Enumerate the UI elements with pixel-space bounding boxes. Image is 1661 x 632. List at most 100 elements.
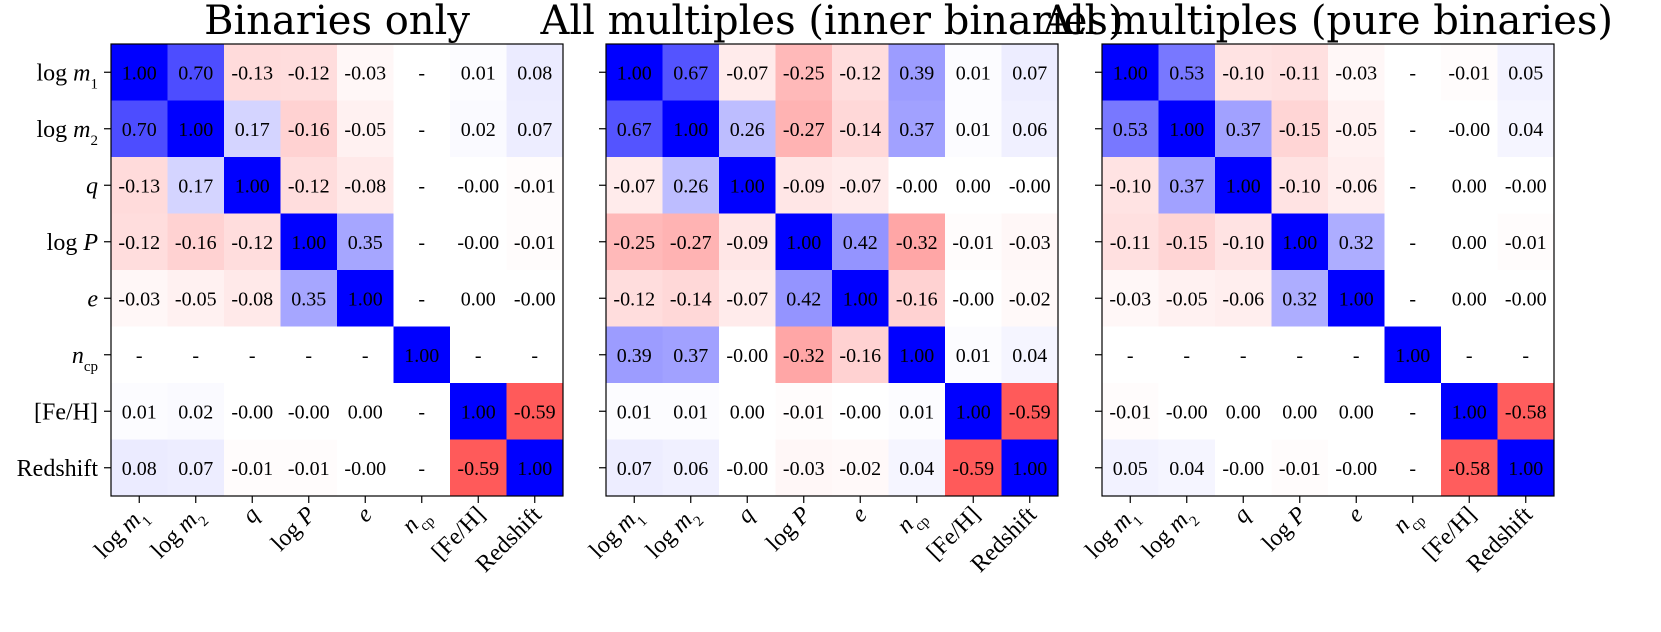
cell-value-label: 1.00 (1508, 458, 1543, 480)
heatmap-cell (224, 100, 281, 158)
cell-value-label: -0.03 (118, 288, 160, 310)
heatmap-cell (945, 439, 1002, 497)
heatmap-cell (719, 213, 776, 271)
cell-value-label: - (249, 345, 256, 367)
heatmap-cell (1215, 270, 1272, 327)
cell-value-label: 0.01 (956, 345, 991, 367)
heatmap-cell (337, 383, 394, 440)
cell-value-label: 0.01 (673, 401, 708, 423)
cell-value-label: - (418, 62, 425, 84)
heatmap-cell (167, 100, 225, 158)
heatmap-cell (393, 439, 451, 497)
heatmap-cell (1328, 439, 1385, 497)
cell-value-label: - (418, 119, 425, 141)
cell-value-label: - (1183, 345, 1190, 367)
heatmap-cell (1328, 383, 1385, 440)
heatmap-cell (888, 100, 946, 158)
cell-value-label: 0.42 (843, 232, 878, 254)
cell-value-label: 0.08 (122, 458, 157, 480)
cell-value-label: 0.00 (461, 288, 496, 310)
heatmap-cell (606, 326, 663, 384)
cell-value-label: -0.01 (514, 232, 556, 254)
cell-value-label: -0.08 (231, 288, 273, 310)
heatmap-cell (506, 270, 564, 327)
heatmap-cell (224, 213, 281, 271)
cell-value-label: - (475, 345, 482, 367)
heatmap-cell (167, 157, 225, 214)
heatmap-cell (1441, 157, 1498, 214)
heatmap-cell (167, 270, 225, 327)
heatmap-cell (832, 157, 889, 214)
cell-value-label: -0.00 (1505, 288, 1547, 310)
cell-value-label: -0.05 (1166, 288, 1208, 310)
cell-value-label: 0.35 (348, 232, 383, 254)
heatmap-cell (337, 100, 394, 158)
heatmap-cell (775, 44, 833, 101)
cell-value-label: -0.14 (839, 119, 881, 141)
heatmap-cell (1158, 213, 1216, 271)
heatmap-cell (775, 439, 833, 497)
heatmap-cell (1271, 270, 1329, 327)
heatmap-cell (775, 326, 833, 384)
cell-value-label: -0.10 (1222, 232, 1264, 254)
cell-value-label: -0.02 (839, 458, 881, 480)
cell-value-label: 1.00 (517, 458, 552, 480)
heatmap-cell (1102, 270, 1159, 327)
cell-value-label: 0.32 (1339, 232, 1374, 254)
cell-value-label: -0.00 (1505, 175, 1547, 197)
cell-value-label: -0.03 (783, 458, 825, 480)
cell-value-label: - (1409, 175, 1416, 197)
heatmap-cell (719, 439, 776, 497)
heatmap-cell (606, 157, 663, 214)
heatmap-cell (111, 439, 168, 497)
heatmap-cell (1384, 100, 1442, 158)
cell-value-label: -0.12 (613, 288, 655, 310)
heatmap-cell (832, 326, 889, 384)
cell-value-label: -0.03 (1009, 232, 1051, 254)
x-tick-label: e (1343, 502, 1369, 528)
cell-value-label: 0.01 (461, 62, 496, 84)
cell-value-label: 1.00 (786, 232, 821, 254)
heatmap-cell (1497, 383, 1555, 440)
heatmap-cell (1158, 100, 1216, 158)
panel-title: All multiples (inner binaries) (539, 0, 1123, 44)
y-tick-label: log P (47, 230, 99, 256)
heatmap-cell (450, 100, 507, 158)
cell-value-label: - (1409, 288, 1416, 310)
cell-value-label: 0.00 (1282, 401, 1317, 423)
heatmap-cell (832, 439, 889, 497)
cell-value-label: 0.37 (1169, 175, 1204, 197)
heatmap-cell (337, 213, 394, 271)
cell-value-label: -0.58 (1448, 458, 1490, 480)
heatmap-cell (506, 383, 564, 440)
cell-value-label: 1.00 (1012, 458, 1047, 480)
heatmap-cell (1271, 100, 1329, 158)
cell-value-label: 0.05 (1113, 458, 1148, 480)
heatmap-cell (832, 383, 889, 440)
heatmap-cell (1215, 213, 1272, 271)
heatmap-cell (1497, 100, 1555, 158)
cell-value-label: -0.58 (1505, 401, 1547, 423)
cell-value-label: 1.00 (1113, 62, 1148, 84)
cell-value-label: -0.03 (1109, 288, 1151, 310)
heatmap-frame (1101, 43, 1555, 497)
heatmap-panel-2: All multiples (inner binaries) 1.00 0.67 -0… (539, 0, 1123, 578)
cell-value-label: 0.42 (786, 288, 821, 310)
cell-value-label: -0.00 (514, 288, 556, 310)
cell-value-label: 0.32 (1282, 288, 1317, 310)
cell-value-label: 0.07 (517, 119, 552, 141)
cell-value-label: -0.08 (344, 175, 386, 197)
heatmap-cell (662, 44, 720, 101)
heatmap-cell (1441, 44, 1498, 101)
heatmap-cell (775, 270, 833, 327)
cell-value-label: 1.00 (348, 288, 383, 310)
cell-value-label: 0.37 (673, 345, 708, 367)
heatmap-cell (1158, 270, 1216, 327)
heatmap-cell (1158, 383, 1216, 440)
cell-value-label: -0.00 (952, 288, 994, 310)
cell-value-label: 0.53 (1169, 62, 1204, 84)
y-tick-label: Redshift (17, 456, 99, 482)
cell-value-label: - (1409, 232, 1416, 254)
cell-value-label: -0.15 (1166, 232, 1208, 254)
